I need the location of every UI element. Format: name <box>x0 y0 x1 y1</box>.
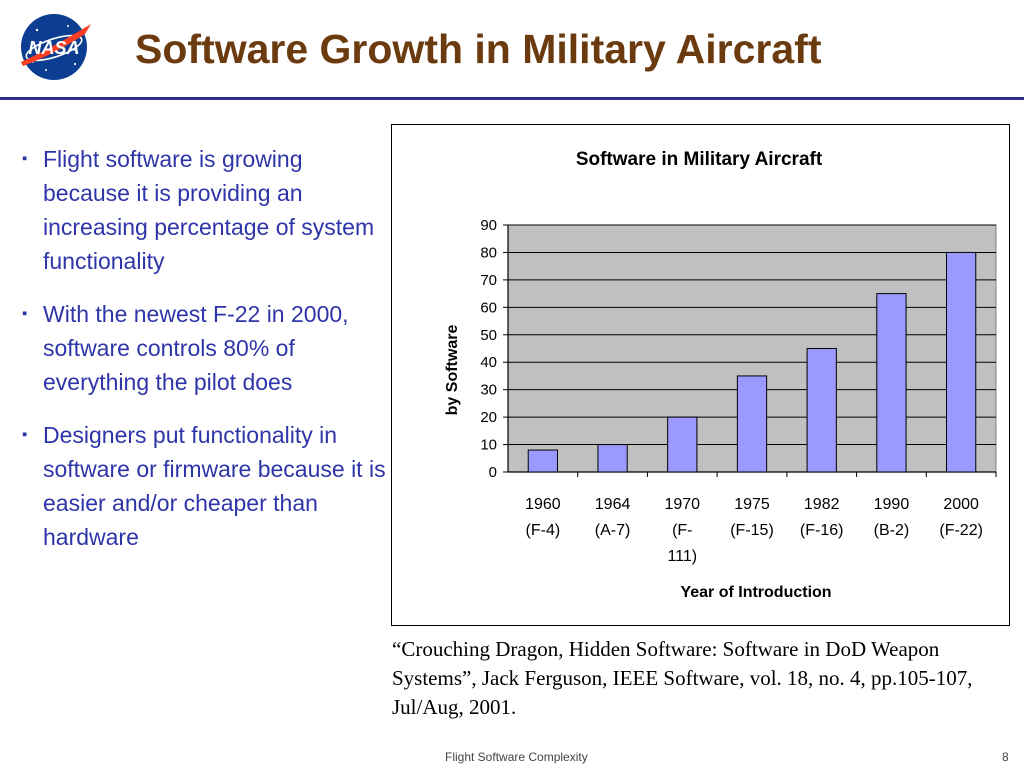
x-category-label: 1970 <box>664 496 700 513</box>
x-axis-title: Year of Introduction <box>680 584 831 601</box>
x-category-label: (F-22) <box>939 522 983 539</box>
bar <box>946 251 977 473</box>
y-tick-label: 30 <box>480 382 497 399</box>
nasa-logo: NASA <box>21 14 91 80</box>
title-divider <box>0 97 1024 100</box>
bar-chart: Software in Military Aircraft 0 10 20 30 40 50… <box>418 149 997 601</box>
bullet-list: ▪ Flight software is growing because it … <box>22 142 387 573</box>
y-tick-label: 10 <box>480 437 497 454</box>
y-tick-label: 40 <box>480 354 497 371</box>
y-tick-label: 70 <box>480 272 497 289</box>
footer-title: Flight Software Complexity <box>445 750 588 764</box>
slide-title: Software Growth in Military Aircraft <box>135 26 822 72</box>
bar <box>597 444 628 473</box>
bar <box>736 375 768 473</box>
logo-vector-swoosh <box>21 24 91 66</box>
x-category-label: 1990 <box>874 496 910 513</box>
x-category-label: (F-4) <box>526 522 561 539</box>
x-category-label: (A-7) <box>595 522 631 539</box>
bullet-marker-icon: ▪ <box>22 426 28 443</box>
y-tick-label: 50 <box>480 327 497 344</box>
y-axis-title: Percent of Functionality Provided <box>418 242 435 497</box>
page-number: 8 <box>1002 750 1009 764</box>
y-tick-label: 0 <box>489 464 497 481</box>
y-tick-label: 90 <box>480 217 497 234</box>
bullet-marker-icon: ▪ <box>22 150 28 167</box>
chart-frame: Software in Military Aircraft 0 10 20 30 40 50… <box>391 124 1010 626</box>
bullet-marker-icon: ▪ <box>22 305 28 322</box>
x-category-label: (F-15) <box>730 522 774 539</box>
chart-title: Software in Military Aircraft <box>576 149 823 170</box>
bullet-text: Designers put functionality in software … <box>43 422 386 550</box>
y-tick-label: 60 <box>480 299 497 316</box>
bullet-text: With the newest F-22 in 2000, software c… <box>43 301 349 395</box>
x-category-label: 1982 <box>804 496 840 513</box>
y-axis-title: by Software <box>444 325 461 416</box>
x-category-label: 1960 <box>525 496 561 513</box>
x-category-label: 2000 <box>943 496 979 513</box>
bullet-item: ▪ Designers put functionality in softwar… <box>22 418 387 554</box>
bullet-text: Flight software is growing because it is… <box>43 146 375 274</box>
y-tick-label: 80 <box>480 244 497 261</box>
bullet-item: ▪ With the newest F-22 in 2000, software… <box>22 297 387 399</box>
x-category-label: (B-2) <box>874 522 910 539</box>
x-category-label: 1964 <box>595 496 631 513</box>
y-tick-label: 20 <box>480 409 497 426</box>
x-category-label: 111) <box>667 548 697 565</box>
citation: “Crouching Dragon, Hidden Software: Soft… <box>392 637 973 719</box>
bar <box>527 449 558 473</box>
x-category-label: (F-16) <box>800 522 844 539</box>
bullet-item: ▪ Flight software is growing because it … <box>22 142 387 278</box>
bar <box>667 416 698 473</box>
bar <box>876 293 907 473</box>
x-category-label: (F- <box>672 522 692 539</box>
logo-wordmark: NASA <box>28 38 79 58</box>
bar <box>806 348 837 473</box>
x-category-label: 1975 <box>734 496 770 513</box>
